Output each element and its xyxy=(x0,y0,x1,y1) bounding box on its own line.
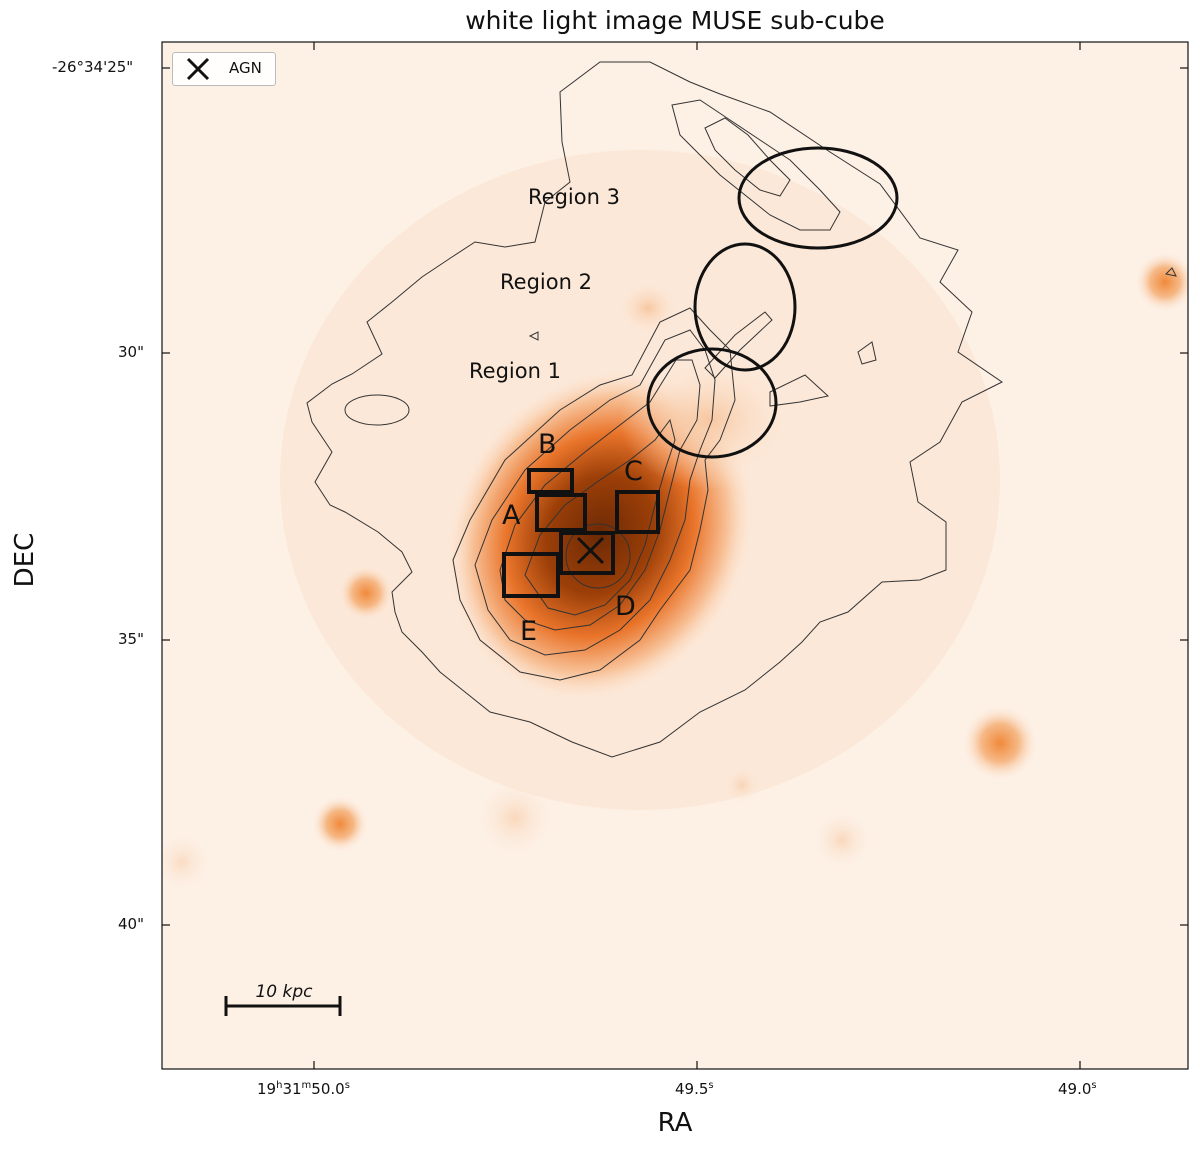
region-3-label: Region 3 xyxy=(528,185,620,209)
contour-lines xyxy=(306,61,1177,758)
legend: AGN xyxy=(172,52,276,86)
ra-tick-label: 49.0s xyxy=(1058,1080,1097,1098)
white-light-image xyxy=(162,42,1188,1069)
scale-bar-label: 10 kpc xyxy=(255,982,313,1002)
box-a-label: A xyxy=(502,500,521,531)
region-1-ellipse xyxy=(646,347,778,459)
ra-tick-label: 19h31m50.0s xyxy=(257,1080,350,1098)
scale-bar xyxy=(224,996,342,1016)
region-3-ellipse xyxy=(737,146,899,250)
plot-frame xyxy=(161,41,1189,1070)
aperture-boxes xyxy=(502,468,660,598)
box-b-label: B xyxy=(538,429,557,460)
text-annotations: Region 3 Region 2 Region 1 A B C D E xyxy=(469,185,643,647)
legend-agn-label: AGN xyxy=(229,59,262,77)
box-d xyxy=(559,531,615,575)
region-2-label: Region 2 xyxy=(500,270,592,294)
source-blob xyxy=(312,796,368,852)
dec-tick-label: 40" xyxy=(118,915,144,933)
box-e xyxy=(502,552,560,598)
dec-tick-label: 30" xyxy=(118,343,144,361)
box-a xyxy=(535,493,587,532)
axis-ticks xyxy=(162,42,1188,1069)
region-ellipses xyxy=(646,146,899,459)
box-c xyxy=(615,490,660,534)
agn-marker xyxy=(576,536,605,565)
box-c-label: C xyxy=(624,456,643,487)
plot-title: white light image MUSE sub-cube xyxy=(465,6,885,35)
source-blob xyxy=(962,705,1038,781)
region-1-label: Region 1 xyxy=(469,359,561,383)
x-axis-label: RA xyxy=(657,1108,693,1138)
box-b xyxy=(527,468,574,494)
dec-tick-label: -26°34'25" xyxy=(52,58,134,76)
agn-cross-icon xyxy=(186,57,210,81)
dec-tick-label: 35" xyxy=(118,630,144,648)
ra-tick-label: 49.5s xyxy=(675,1080,714,1098)
box-d-label: D xyxy=(615,591,636,622)
y-axis-label: DEC xyxy=(10,532,40,588)
source-blob xyxy=(338,565,394,621)
box-e-label: E xyxy=(520,616,537,647)
source-blob xyxy=(1135,252,1188,312)
region-2-ellipse xyxy=(693,242,797,372)
